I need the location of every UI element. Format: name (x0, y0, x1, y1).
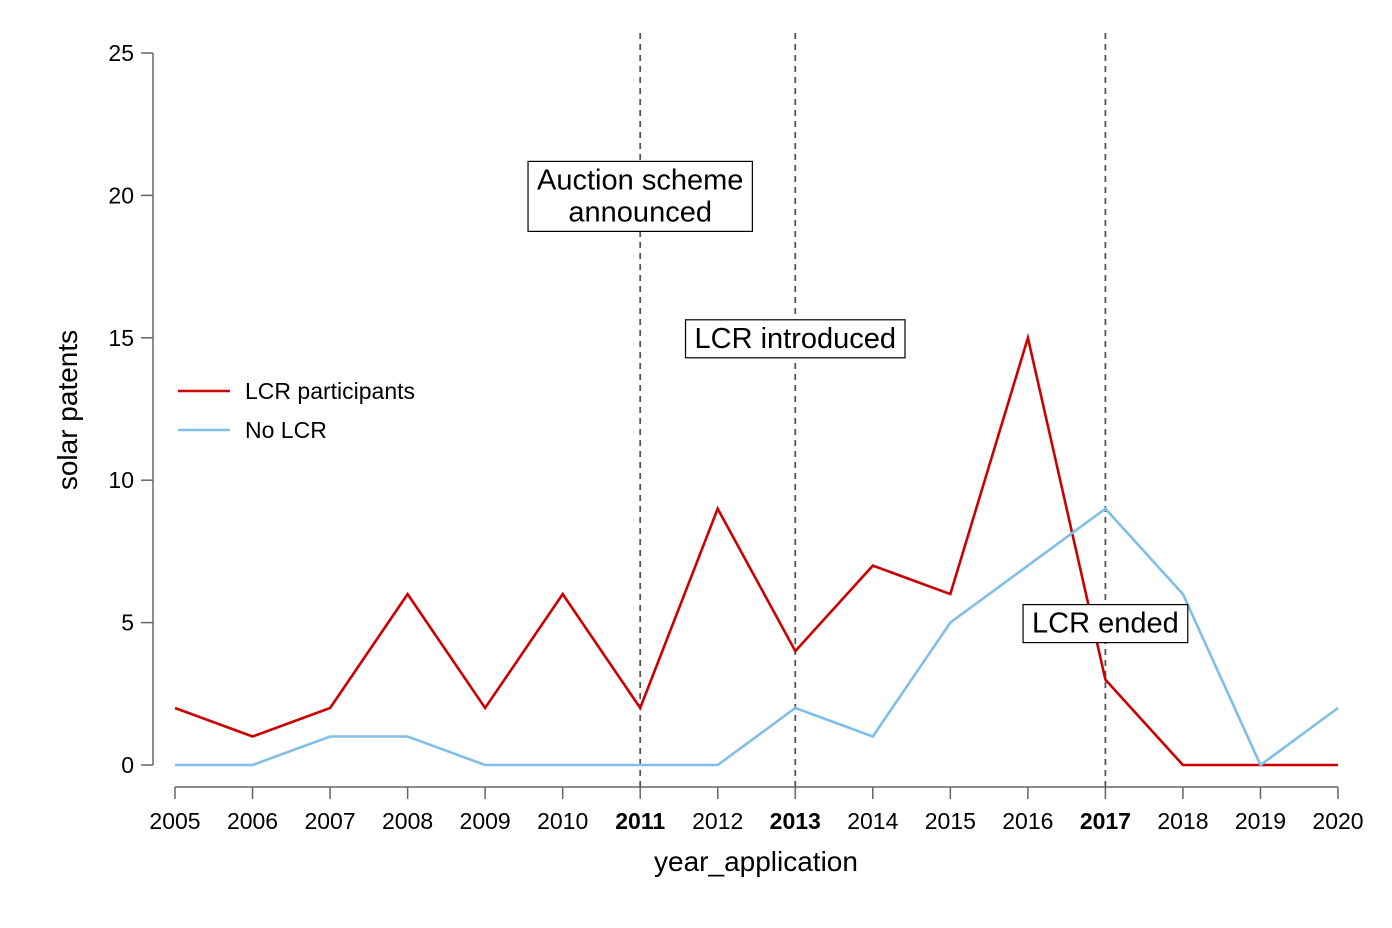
y-tick-label: 0 (121, 752, 134, 778)
annotation-text: LCR introduced (695, 323, 897, 355)
x-tick-label: 2005 (149, 808, 200, 834)
x-tick-label: 2018 (1157, 808, 1208, 834)
y-axis: 0 5 10 15 20 25 (108, 40, 153, 778)
x-tick-label: 2019 (1235, 808, 1286, 834)
y-tick-label: 25 (108, 40, 134, 66)
y-tick-label: 15 (108, 325, 134, 351)
legend: LCR participants No LCR (178, 378, 415, 443)
x-tick-label: 2011 (615, 808, 665, 834)
annotation-box: LCR ended (1023, 605, 1188, 643)
x-tick-label: 2008 (382, 808, 433, 834)
x-tick-label: 2016 (1002, 808, 1053, 834)
x-tick-label: 2006 (227, 808, 278, 834)
x-tick-label: 2015 (925, 808, 976, 834)
x-axis: 2005 2006 2007 2008 2009 2010 2011 2012 2013 2014… (149, 787, 1363, 834)
legend-label: LCR participants (245, 378, 415, 404)
annotations: Auction schemeannounced LCR introduced LCR… (528, 161, 1188, 642)
annotation-text: Auction scheme (537, 164, 743, 196)
annotation-text: LCR ended (1032, 608, 1179, 640)
x-tick-label: 2020 (1312, 808, 1363, 834)
x-tick-label: 2017 (1080, 808, 1131, 834)
y-tick-label: 20 (108, 182, 134, 208)
x-tick-label: 2007 (304, 808, 355, 834)
x-tick-label: 2013 (770, 808, 821, 834)
x-axis-title: year_application (654, 846, 858, 877)
annotation-box: LCR introduced (686, 320, 906, 358)
annotation-box: Auction schemeannounced (528, 161, 752, 231)
x-tick-label: 2014 (847, 808, 898, 834)
y-tick-label: 5 (121, 610, 134, 636)
x-tick-label: 2010 (537, 808, 588, 834)
x-tick-label: 2012 (692, 808, 743, 834)
x-tick-label: 2009 (460, 808, 511, 834)
event-lines (640, 33, 1105, 787)
y-axis-title: solar patents (52, 330, 83, 490)
y-tick-label: 10 (108, 467, 134, 493)
annotation-text: announced (568, 196, 712, 228)
legend-label: No LCR (245, 417, 327, 443)
